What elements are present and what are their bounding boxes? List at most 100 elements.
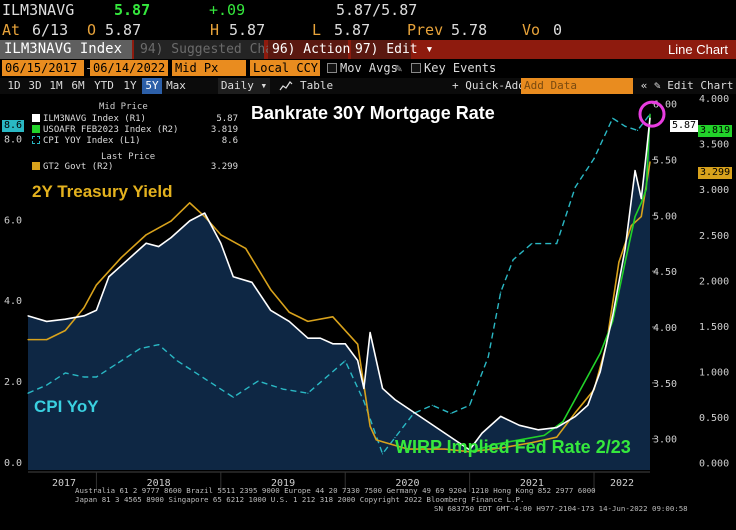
chart-icon[interactable] [276, 78, 296, 94]
data-point [394, 399, 396, 401]
x-tick-label: 2017 [52, 478, 76, 489]
data-point [332, 316, 334, 318]
edit-menu[interactable]: 97) Edit ▾ [351, 40, 433, 59]
r1-tick-label: 3.00 [653, 435, 677, 446]
table-button[interactable]: Table [300, 79, 334, 92]
data-point [369, 331, 371, 334]
data-point [204, 212, 206, 214]
chart-type-label: Line Chart [668, 42, 728, 57]
data-point [357, 359, 359, 362]
data-point [363, 400, 365, 402]
currency-select[interactable]: Local CCY [250, 60, 320, 76]
mov-avgs-label: Mov Avgs [340, 61, 398, 75]
x-tick-label: 2021 [520, 478, 544, 489]
legend-value: 3.299 [210, 162, 238, 172]
data-point [158, 344, 160, 346]
edit-chart-label: Edit Chart [667, 79, 734, 92]
data-point [574, 186, 576, 188]
add-data-input[interactable]: Add Data [521, 78, 633, 94]
data-point [133, 253, 135, 255]
data-point [27, 392, 29, 394]
period-1m[interactable]: 1M [49, 79, 63, 92]
data-point [556, 242, 558, 245]
footer: Australia 61 2 9777 8600 Brazil 5511 239… [0, 486, 736, 530]
legend-row[interactable]: GT2 Govt (R2) 3.299 [32, 162, 244, 173]
security-field[interactable]: ILM3NAVG Index [0, 40, 132, 59]
end-date-input[interactable]: 06/14/2022 [90, 60, 168, 76]
data-point [64, 372, 66, 374]
data-point [444, 448, 446, 450]
data-point [251, 281, 253, 283]
r1-tick-label: 4.00 [653, 323, 677, 334]
legend-row[interactable]: CPI YOY Index (L1) 8.6 [32, 136, 244, 147]
period-max[interactable]: Max [166, 79, 186, 92]
data-point [83, 376, 85, 378]
legend-value: 5.87 [216, 114, 238, 124]
pencil-icon[interactable]: ✎ [395, 61, 403, 75]
data-point [406, 448, 409, 450]
left-tick-label: 0.0 [4, 458, 22, 469]
key-events-toggle[interactable]: Key Events [411, 61, 496, 75]
data-point [95, 376, 98, 378]
mov-avgs-checkbox[interactable] [327, 63, 337, 73]
data-point [574, 415, 576, 417]
data-point [139, 348, 141, 350]
chart-area[interactable]: 2017 2018 2019 2020 2021 2022 0.0 2.0 4.0 6.0 8.0 3… [0, 94, 736, 530]
data-point [649, 117, 651, 119]
period-1d[interactable]: 1D [7, 79, 21, 92]
legend-swatch [32, 136, 40, 144]
period-ytd[interactable]: YTD [94, 79, 114, 92]
legend-value: 8.6 [221, 136, 238, 146]
data-point [170, 220, 172, 222]
data-point [307, 392, 309, 394]
frequency-select[interactable]: Daily ▾ [218, 78, 270, 94]
key-events-checkbox[interactable] [411, 63, 421, 73]
legend-row[interactable]: ILM3NAVG Index (R1) 5.87 [32, 114, 244, 125]
data-point [114, 364, 116, 366]
prev-value: 5.78 [451, 21, 488, 39]
legend-row[interactable]: USOAFR FEB2023 Index (R2) 3.819 [32, 125, 244, 136]
x-tick-label: 2019 [271, 478, 295, 489]
price-field-select[interactable]: Mid Px [172, 60, 246, 76]
period-3d[interactable]: 3D [28, 79, 42, 92]
period-5y[interactable]: 5Y [142, 78, 162, 94]
data-point [537, 429, 539, 431]
r1-tick-label: 6.00 [653, 100, 677, 111]
data-point [145, 234, 147, 236]
line-chart-svg: 2017 2018 2019 2020 2021 2022 0.0 2.0 4.0 6.0 8.0 3… [4, 94, 729, 492]
data-point [344, 343, 346, 345]
quick-add-button[interactable]: + Quick-Add [452, 79, 525, 92]
data-point [232, 396, 234, 398]
mov-avgs-edit[interactable]: ✎ [395, 61, 405, 75]
period-1y[interactable]: 1Y [123, 79, 137, 92]
ticker: ILM3NAVG [2, 1, 75, 19]
collapse-left-icon[interactable]: « [640, 79, 648, 92]
data-point [332, 343, 334, 345]
date-controls: 06/15/2017 - 06/14/2022 Mid Px Local CCY… [0, 60, 736, 77]
data-point [574, 398, 576, 400]
suggested-charts-button[interactable]: 94) Suggested Charts [134, 40, 297, 59]
data-point [649, 161, 651, 163]
cpi-annotation: CPI YoY [34, 397, 99, 416]
start-date-input[interactable]: 06/15/2017 [2, 60, 84, 76]
chart-title: Bankrate 30Y Mortgage Rate [251, 103, 495, 123]
mortgage-value-tag: 5.87 [670, 120, 699, 132]
data-point [531, 442, 533, 444]
period-6m[interactable]: 6M [71, 79, 85, 92]
legend-label: ILM3NAVG Index (R1) [43, 114, 146, 124]
highlight-circle [638, 100, 666, 128]
x-tick-label: 2018 [147, 478, 171, 489]
r1-tick-label: 3.50 [653, 379, 677, 390]
data-point [500, 415, 502, 417]
data-point [599, 352, 601, 354]
data-point [27, 315, 29, 317]
actions-menu[interactable]: 96) Actions ▾ [268, 40, 374, 59]
edit-chart-button[interactable]: ✎ Edit Chart [654, 78, 734, 94]
r2-tick-label: 2.500 [699, 231, 729, 242]
data-point [170, 237, 172, 239]
mov-avgs-toggle[interactable]: Mov Avgs [327, 61, 398, 75]
series-line [469, 114, 651, 453]
series-line [27, 118, 651, 451]
r2-tick-label: 2.000 [699, 276, 729, 287]
data-point [357, 343, 359, 345]
